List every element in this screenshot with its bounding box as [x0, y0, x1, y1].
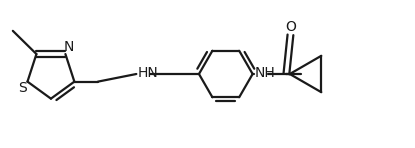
Text: S: S: [18, 81, 27, 95]
Text: NH: NH: [255, 66, 276, 79]
Text: N: N: [63, 40, 74, 54]
Text: O: O: [285, 20, 296, 34]
Text: HN: HN: [137, 66, 158, 79]
